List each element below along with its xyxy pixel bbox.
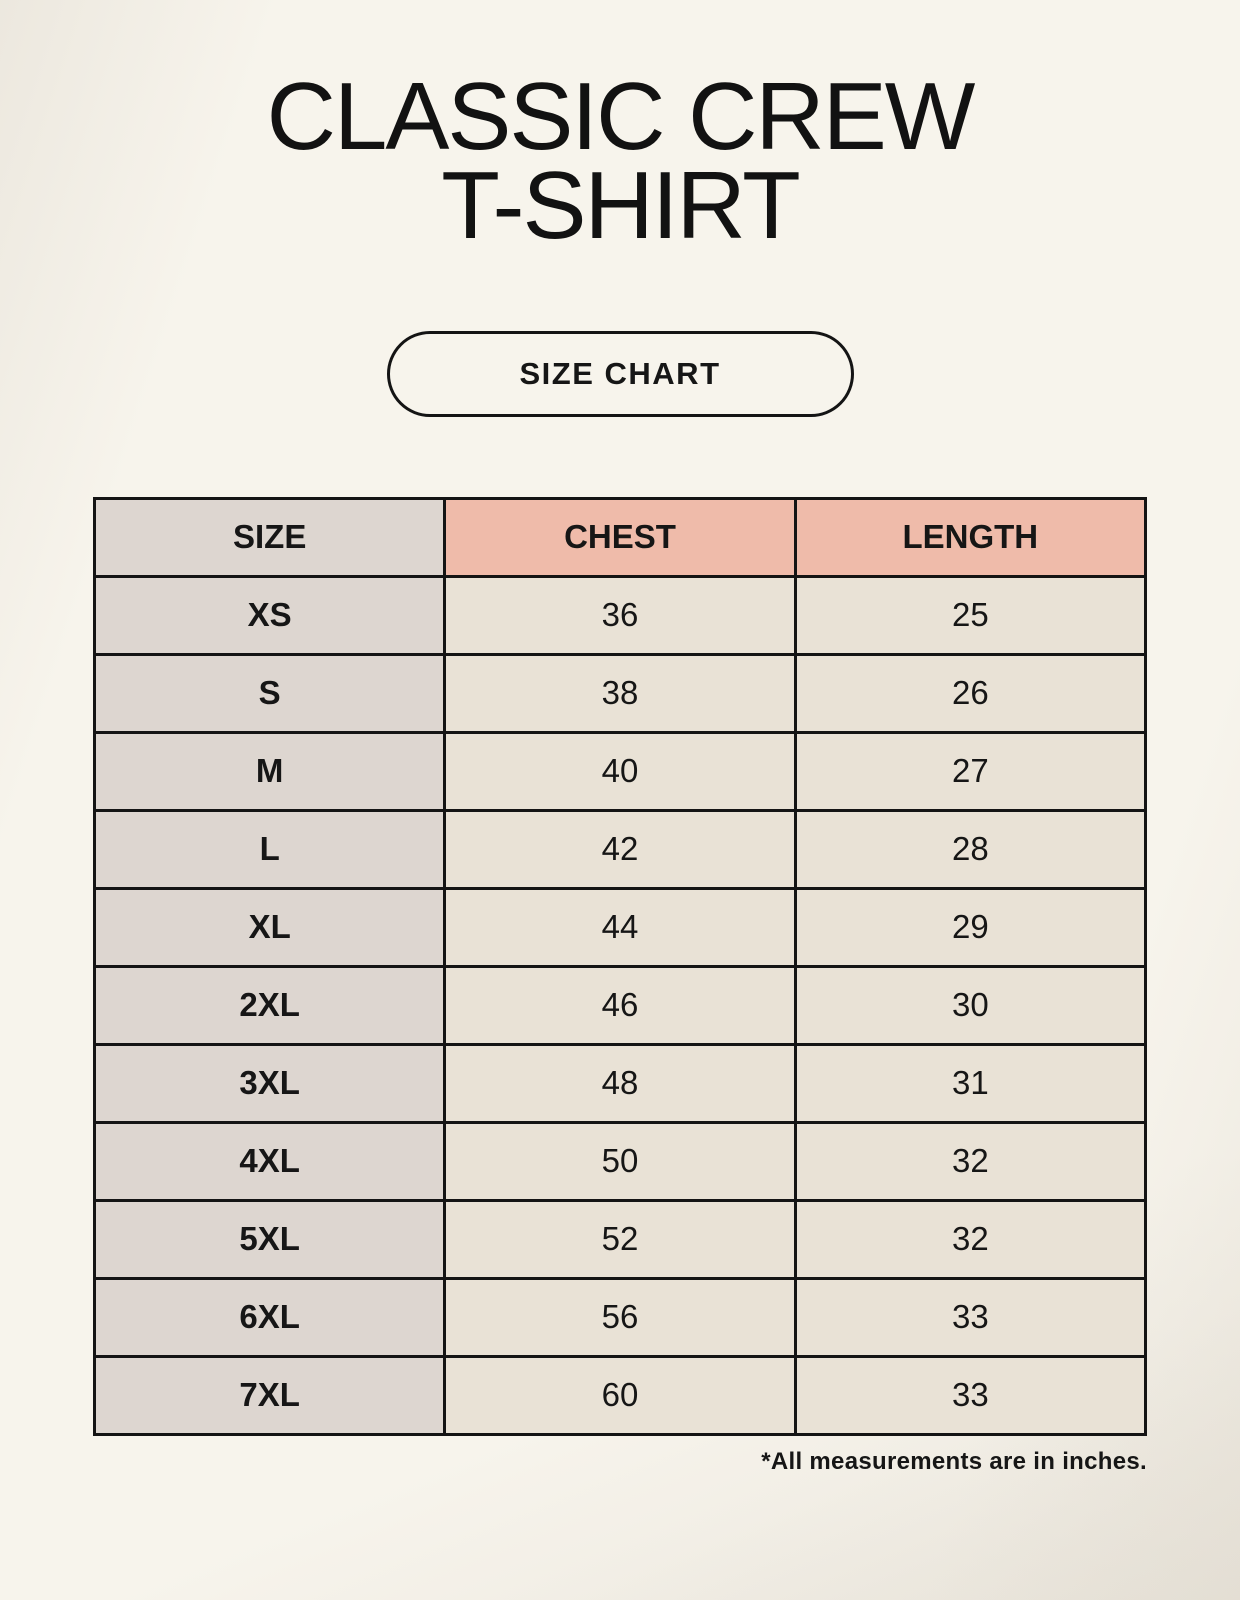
size-cell: 5XL <box>92 1198 447 1280</box>
title-line-1: CLASSIC CREW <box>266 63 976 170</box>
chest-cell: 60 <box>443 1354 797 1436</box>
chest-cell: 56 <box>443 1276 797 1358</box>
table-row: XS 36 25 <box>92 574 1148 656</box>
length-cell: 31 <box>793 1042 1148 1124</box>
size-cell: XS <box>92 574 447 656</box>
length-cell: 33 <box>793 1354 1148 1436</box>
size-cell: 2XL <box>92 964 447 1046</box>
table-header-row: SIZE CHEST LENGTH <box>92 496 1148 578</box>
size-cell: S <box>92 652 447 734</box>
table-row: S 38 26 <box>92 652 1148 734</box>
footnote: *All measurements are in inches. <box>761 1447 1147 1475</box>
title-line-2: T-SHIRT <box>441 152 801 260</box>
length-cell: 33 <box>793 1276 1148 1358</box>
size-cell: M <box>92 730 447 812</box>
length-cell: 25 <box>793 574 1148 656</box>
size-cell: L <box>92 808 447 890</box>
table-row: XL 44 29 <box>92 886 1148 968</box>
footnote-wrap: *All measurements are in inches. <box>93 1448 1147 1476</box>
size-cell: 7XL <box>92 1354 447 1436</box>
chest-cell: 36 <box>443 574 797 656</box>
table-row: 7XL 60 33 <box>92 1354 1148 1436</box>
chest-cell: 50 <box>443 1120 797 1202</box>
table-row: 2XL 46 30 <box>92 964 1148 1046</box>
size-cell: 6XL <box>92 1276 447 1358</box>
page-title: CLASSIC CREW T-SHIRT <box>267 69 976 254</box>
header-cell-length: LENGTH <box>793 496 1148 578</box>
chest-cell: 48 <box>443 1042 797 1124</box>
table-row: 6XL 56 33 <box>92 1276 1148 1358</box>
table-row: M 40 27 <box>92 730 1148 812</box>
table-row: L 42 28 <box>92 808 1148 890</box>
length-cell: 29 <box>793 886 1148 968</box>
length-cell: 28 <box>793 808 1148 890</box>
table-row: 5XL 52 32 <box>92 1198 1148 1280</box>
chest-cell: 40 <box>443 730 797 812</box>
length-cell: 32 <box>793 1120 1148 1202</box>
table-row: 4XL 50 32 <box>92 1120 1148 1202</box>
size-chart-button-label: SIZE CHART <box>519 355 721 391</box>
header-cell-size: SIZE <box>92 496 447 578</box>
chest-cell: 52 <box>443 1198 797 1280</box>
chest-cell: 42 <box>443 808 797 890</box>
chest-cell: 44 <box>443 886 797 968</box>
chest-cell: 38 <box>443 652 797 734</box>
length-cell: 27 <box>793 730 1148 812</box>
size-cell: XL <box>92 886 447 968</box>
table-row: 3XL 48 31 <box>92 1042 1148 1124</box>
length-cell: 30 <box>793 964 1148 1046</box>
size-table: SIZE CHEST LENGTH XS 36 25 S 38 26 M 40 … <box>92 496 1148 1436</box>
size-cell: 4XL <box>92 1120 447 1202</box>
chest-cell: 46 <box>443 964 797 1046</box>
length-cell: 26 <box>793 652 1148 734</box>
length-cell: 32 <box>793 1198 1148 1280</box>
size-chart-button[interactable]: SIZE CHART <box>386 330 854 417</box>
size-cell: 3XL <box>92 1042 447 1124</box>
header-cell-chest: CHEST <box>443 496 797 578</box>
